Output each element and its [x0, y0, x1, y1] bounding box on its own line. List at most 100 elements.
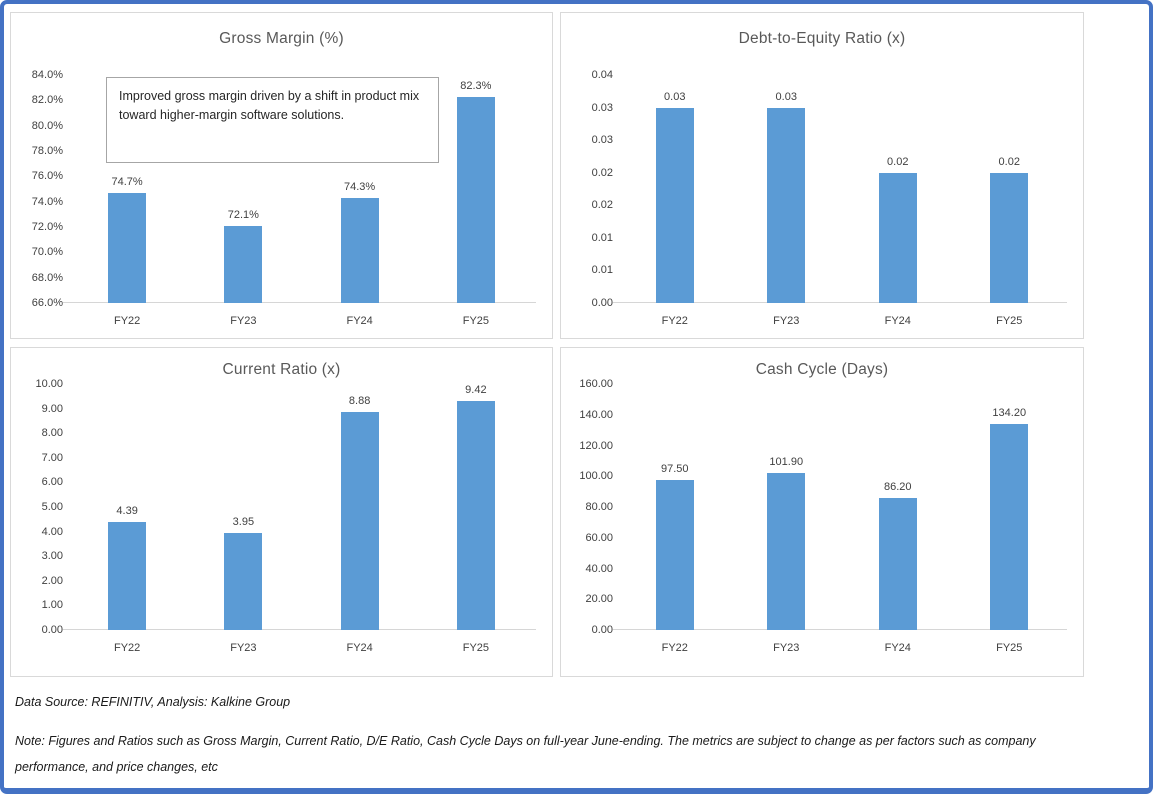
data-label: 74.7% [111, 175, 143, 188]
bar-current-ratio-fy25 [456, 401, 495, 630]
y-tick-label: 3.00 [41, 550, 63, 563]
plot-area-gross-margin: 74.7% FY22 72.1% FY23 74.3% FY24 82.3% FY25 [63, 75, 536, 327]
chart-panel-cash-cycle: Cash Cycle (Days) 0.00 20.00 40.00 60.00 80.0… [560, 347, 1084, 677]
y-tick-label: 68.0% [31, 271, 63, 284]
y-tick-label: 5.00 [41, 501, 63, 513]
data-label: 97.50 [660, 463, 689, 476]
chart-title-gross-margin: Gross Margin (%) [219, 30, 344, 47]
x-axis-line [613, 302, 1067, 303]
bar-cash-cycle-fy23 [767, 473, 806, 630]
data-label: 3.95 [232, 515, 255, 528]
bar-group-fy22: 97.50 FY22 [619, 384, 731, 654]
y-tick-label: 0.03 [591, 134, 613, 147]
y-tick-label: 6.00 [41, 476, 63, 489]
charts-grid: Gross Margin (%) 66.0% 68.0% 70.0% 72.0% 74.0… [4, 4, 1149, 677]
y-tick-label: 80.00 [585, 501, 613, 513]
y-tick-label: 0.03 [591, 101, 613, 114]
bar-series: 0.03 FY22 0.03 FY23 0.02 FY24 0.02 FY25 [619, 75, 1066, 327]
bar-gross-margin-fy24 [340, 197, 379, 303]
bar-group-fy23: 101.90 FY23 [731, 384, 843, 654]
bar-current-ratio-fy22 [108, 522, 147, 630]
chart-title-cash-cycle: Cash Cycle (Days) [755, 361, 889, 378]
x-tick-label: FY24 [346, 315, 373, 327]
y-tick-label: 100.00 [579, 470, 613, 483]
plot-area-cash-cycle: 97.50 FY22 101.90 FY23 86.20 FY24 134.20 FY25 [613, 384, 1067, 654]
bar-group-fy25: 0.02 FY25 [954, 75, 1066, 327]
bar-group-fy25: 82.3% FY25 [418, 75, 534, 327]
data-label: 0.02 [998, 155, 1020, 168]
disclaimer-note: Note: Figures and Ratios such as Gross M… [15, 734, 1036, 774]
bar-cash-cycle-fy25 [990, 423, 1029, 630]
bar-current-ratio-fy23 [224, 532, 263, 630]
y-tick-label: 120.00 [579, 439, 613, 452]
y-tick-label: 4.00 [41, 525, 63, 538]
bar-series: 4.39 FY22 3.95 FY23 8.88 FY24 9.42 FY25 [69, 384, 534, 654]
y-tick-label: 0.04 [591, 69, 613, 81]
bar-group-fy24: 8.88 FY24 [302, 384, 418, 654]
bar-group-fy22: 4.39 FY22 [69, 384, 185, 654]
chart-panel-debt-to-equity: Debt-to-Equity Ratio (x) 0.00 0.01 0.01 0.02… [560, 12, 1084, 339]
chart-title-current-ratio: Current Ratio (x) [222, 361, 341, 378]
bar-debt-to-equity-fy23 [767, 107, 806, 303]
bar-group-fy25: 9.42 FY25 [418, 384, 534, 654]
data-label: 74.3% [344, 180, 376, 193]
y-tick-label: 0.00 [591, 297, 613, 309]
y-tick-label: 0.02 [591, 199, 613, 212]
bar-group-fy22: 74.7% FY22 [69, 75, 185, 327]
data-label: 101.90 [769, 456, 804, 469]
data-label: 82.3% [460, 79, 492, 92]
y-tick-label: 0.00 [591, 624, 613, 636]
y-tick-label: 140.00 [579, 408, 613, 421]
bar-current-ratio-fy24 [340, 411, 379, 630]
data-label: 0.03 [775, 90, 797, 103]
y-tick-label: 40.00 [585, 562, 613, 575]
bar-debt-to-equity-fy24 [878, 172, 917, 303]
y-tick-label: 2.00 [41, 574, 63, 587]
x-tick-label: FY23 [773, 642, 800, 654]
x-tick-label: FY25 [996, 642, 1023, 654]
bar-group-fy24: 74.3% FY24 [302, 75, 418, 327]
y-tick-label: 72.0% [31, 221, 63, 233]
footer: Data Source: REFINITIV, Analysis: Kalkin… [4, 677, 1149, 780]
y-tick-label: 82.0% [31, 94, 63, 107]
bar-debt-to-equity-fy22 [655, 107, 694, 303]
data-label: 9.42 [465, 384, 487, 396]
bar-series: 97.50 FY22 101.90 FY23 86.20 FY24 134.20 FY25 [619, 384, 1065, 654]
bar-series: 74.7% FY22 72.1% FY23 74.3% FY24 82.3% FY25 [69, 75, 534, 327]
y-tick-label: 0.02 [591, 166, 613, 179]
x-tick-label: FY23 [773, 315, 800, 327]
bar-group-fy22: 0.03 FY22 [619, 75, 731, 327]
chart-panel-current-ratio: Current Ratio (x) 0.00 1.00 2.00 3.00 4.00 5.0… [10, 347, 553, 677]
y-tick-label: 70.0% [31, 246, 63, 259]
x-tick-label: FY22 [113, 315, 141, 327]
x-axis-line [63, 629, 536, 630]
y-tick-label: 60.00 [585, 531, 613, 544]
bar-cash-cycle-fy24 [878, 497, 917, 630]
bar-debt-to-equity-fy25 [990, 172, 1029, 303]
y-tick-label: 20.00 [585, 593, 613, 606]
plot-area-current-ratio: 4.39 FY22 3.95 FY23 8.88 FY24 9.42 FY25 [63, 384, 536, 654]
x-axis-line [63, 302, 536, 303]
x-tick-label: FY24 [884, 642, 911, 654]
x-axis-line [613, 629, 1067, 630]
data-label: 72.1% [227, 208, 259, 221]
y-tick-label: 160.00 [579, 378, 613, 390]
y-tick-label: 78.0% [31, 145, 63, 157]
x-tick-label: FY22 [661, 315, 688, 327]
data-label: 0.03 [664, 90, 686, 103]
y-tick-label: 10.00 [35, 378, 63, 390]
bar-group-fy23: 3.95 FY23 [185, 384, 301, 654]
data-label: 134.20 [992, 406, 1027, 419]
bar-group-fy24: 86.20 FY24 [842, 384, 954, 654]
x-tick-label: FY23 [230, 642, 257, 654]
bar-group-fy23: 0.03 FY23 [731, 75, 843, 327]
y-tick-label: 84.0% [31, 69, 63, 81]
data-label: 4.39 [116, 505, 138, 517]
chart-title-debt-to-equity: Debt-to-Equity Ratio (x) [738, 30, 906, 47]
bar-gross-margin-fy22 [108, 192, 147, 303]
bar-cash-cycle-fy22 [655, 480, 694, 630]
x-tick-label: FY25 [462, 315, 490, 327]
annotation-box: Improved gross margin driven by a shift … [106, 77, 439, 163]
x-tick-label: FY23 [230, 315, 257, 327]
x-tick-label: FY24 [884, 315, 911, 327]
